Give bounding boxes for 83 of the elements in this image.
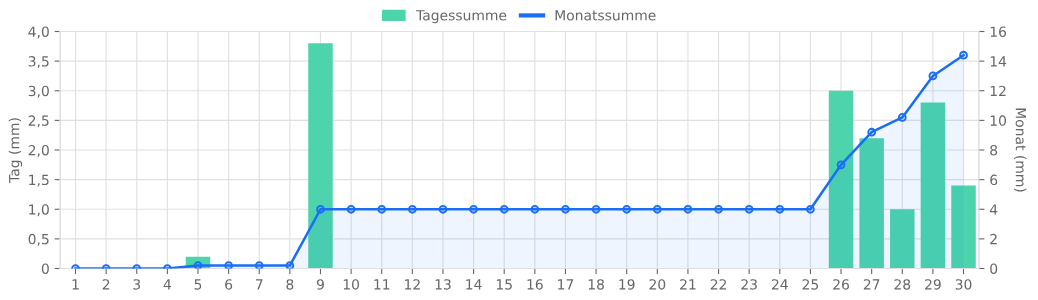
point xyxy=(469,204,478,214)
x-tick-label: 7 xyxy=(255,279,263,290)
point xyxy=(836,160,846,170)
x-tick-label: 25 xyxy=(802,279,819,290)
y-tick-label: 2,5 xyxy=(28,115,49,128)
y2-tick-label: 0 xyxy=(990,263,998,274)
bar xyxy=(828,90,854,269)
x-tick-label: 5 xyxy=(194,279,202,290)
x-tick-label: 30 xyxy=(955,279,972,290)
y2-tick-label: 2 xyxy=(990,233,997,245)
y-tick-label: 4,0 xyxy=(28,26,49,39)
x-tick-label: 3 xyxy=(133,279,141,290)
point xyxy=(316,204,325,214)
bar xyxy=(920,102,946,269)
x-tick-label: 18 xyxy=(588,279,604,290)
x-tick-label: 6 xyxy=(225,279,233,290)
x-tick-label: 26 xyxy=(833,279,849,290)
point xyxy=(928,71,938,81)
legend-label: Tagessumme xyxy=(416,10,507,24)
y2-tick-label: 16 xyxy=(990,26,1007,37)
point xyxy=(744,204,754,214)
point xyxy=(407,204,417,214)
y2-tick-label: 10 xyxy=(990,115,1006,126)
point xyxy=(683,204,693,214)
y-tick-label: 0 xyxy=(41,263,49,274)
x-tick-label: 15 xyxy=(496,279,512,290)
x-tick-label: 8 xyxy=(286,279,294,290)
y2-tick-label: 4 xyxy=(989,204,998,215)
legend-label: Monatssumme xyxy=(555,10,656,21)
x-tick-label: 13 xyxy=(435,279,451,290)
y-tick-label: 1,0 xyxy=(29,204,49,217)
x-tick-label: 2 xyxy=(102,279,110,290)
bar xyxy=(890,209,915,269)
point xyxy=(224,261,233,269)
point xyxy=(867,127,877,137)
point xyxy=(254,261,264,269)
point xyxy=(897,113,907,122)
x-tick-label: 9 xyxy=(316,279,324,290)
y2-tick-label: 14 xyxy=(990,56,1007,67)
x-tick-label: 19 xyxy=(619,279,635,290)
point xyxy=(591,204,601,214)
point xyxy=(622,204,632,214)
y2-tick-label: 6 xyxy=(990,174,998,186)
point xyxy=(714,204,723,214)
x-tick-label: 28 xyxy=(894,279,911,290)
y2-tick-label: 12 xyxy=(990,85,1006,97)
x-tick-label: 24 xyxy=(771,279,788,290)
point xyxy=(652,204,662,214)
bar xyxy=(308,43,333,269)
x-tick-label: 4 xyxy=(163,279,172,290)
x-tick-label: 10 xyxy=(343,279,360,290)
y-axis-title: Tag (mm) xyxy=(8,118,23,183)
y-tick-label: 2,0 xyxy=(28,144,49,157)
x-tick-label: 21 xyxy=(680,279,696,290)
x-tick-label: 17 xyxy=(558,279,574,290)
y-tick-label: 3,5 xyxy=(28,56,49,69)
point xyxy=(285,261,295,269)
y-tick-label: 1,5 xyxy=(29,174,49,187)
y2-tick-label: 8 xyxy=(990,144,998,156)
point xyxy=(806,204,815,214)
x-tick-label: 14 xyxy=(466,279,482,290)
x-tick-label: 12 xyxy=(405,279,420,290)
point xyxy=(561,204,570,214)
x-tick-label: 11 xyxy=(374,279,390,290)
point xyxy=(438,204,448,214)
x-tick-label: 22 xyxy=(710,279,726,290)
point xyxy=(346,204,356,214)
x-tick-label: 27 xyxy=(863,279,880,290)
point xyxy=(959,50,968,60)
x-tick-label: 20 xyxy=(649,279,666,290)
x-tick-label: 1 xyxy=(72,279,79,290)
x-tick-label: 16 xyxy=(527,279,543,290)
bar xyxy=(951,185,976,269)
point xyxy=(377,204,387,214)
point xyxy=(775,204,785,214)
point xyxy=(530,204,540,214)
x-tick-label: 23 xyxy=(741,279,757,290)
y-tick-label: 3,0 xyxy=(28,85,49,98)
y2-axis-title: Monat (mm) xyxy=(1013,108,1027,192)
x-tick-label: 29 xyxy=(925,279,941,290)
bar xyxy=(859,138,884,269)
point xyxy=(499,204,509,214)
y-tick-label: 0,5 xyxy=(28,233,49,246)
